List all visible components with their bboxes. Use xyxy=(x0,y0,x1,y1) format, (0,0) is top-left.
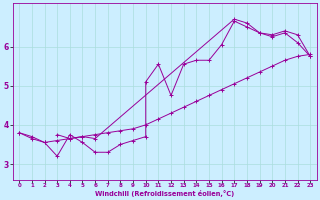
X-axis label: Windchill (Refroidissement éolien,°C): Windchill (Refroidissement éolien,°C) xyxy=(95,190,234,197)
